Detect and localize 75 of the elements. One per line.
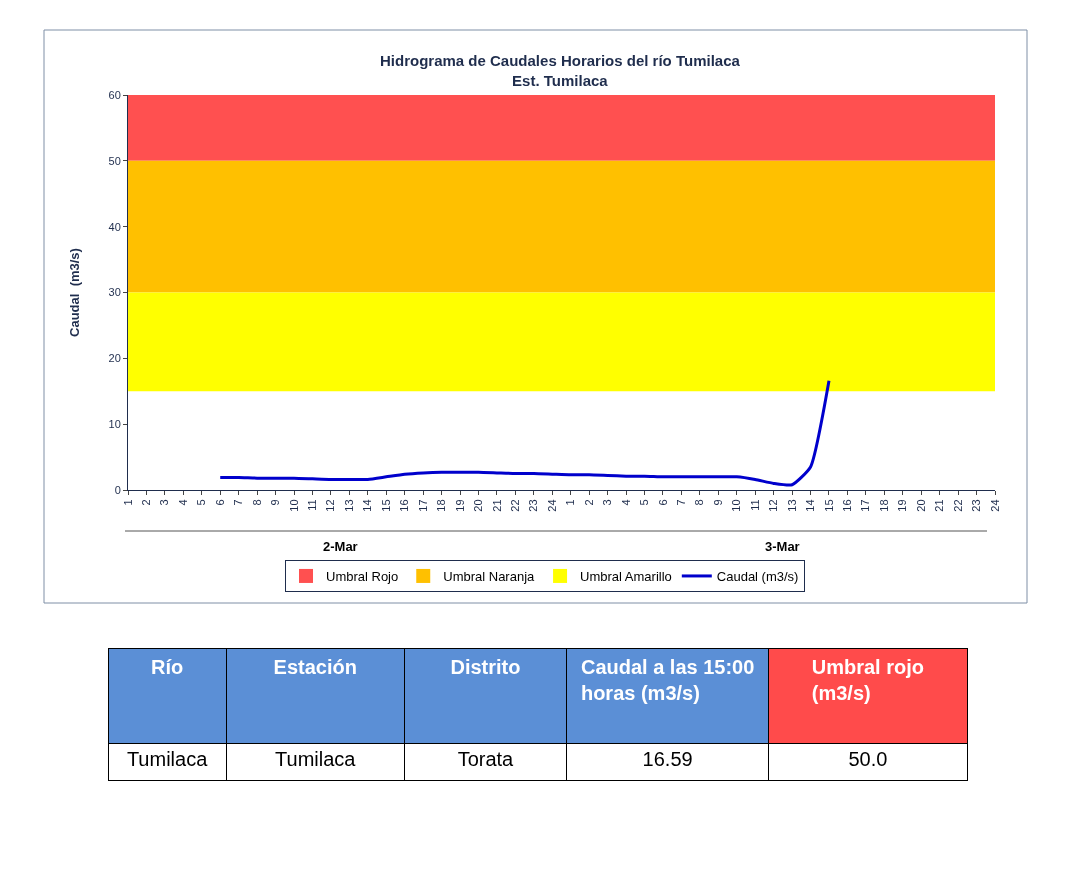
text: Caudal a las 15:00 horas (m3/s) bbox=[580, 656, 755, 704]
text: Umbral rojo (m3/s) bbox=[811, 656, 925, 704]
x-tick-label: 8 bbox=[250, 499, 263, 506]
x-tick-label: 23 bbox=[970, 499, 983, 512]
y-axis-title: Caudal (m3/s) bbox=[67, 248, 83, 337]
x-tick-label: 8 bbox=[693, 499, 706, 506]
x-tick-label: 3 bbox=[158, 499, 171, 506]
x-tick-label: 23 bbox=[527, 499, 540, 512]
x-tick-label: 18 bbox=[877, 499, 890, 512]
x-tick-label: 14 bbox=[804, 499, 817, 512]
text: Río bbox=[150, 656, 184, 678]
x-tick-label: 18 bbox=[435, 499, 448, 512]
chart-subtitle: Est. Tumilaca bbox=[512, 71, 609, 89]
x-tick-label: 16 bbox=[841, 499, 854, 512]
chart-title: Hidrograma de Caudales Horarios del río Tumilaca bbox=[380, 52, 741, 69]
x-tick-label: 19 bbox=[896, 499, 909, 512]
x-tick-label: 15 bbox=[379, 499, 392, 512]
x-tick-label: 9 bbox=[269, 499, 282, 506]
legend-label: Umbral Rojo bbox=[326, 569, 399, 585]
x-tick-label: 21 bbox=[933, 499, 946, 512]
x-tick-label: 20 bbox=[472, 499, 485, 512]
x-tick-label: 17 bbox=[416, 499, 429, 512]
text: Torata bbox=[457, 748, 515, 770]
x-tick-label: 24 bbox=[545, 499, 558, 512]
y-tick-label: 0 bbox=[114, 483, 121, 496]
x-tick-label: 7 bbox=[232, 499, 245, 506]
legend-label: Umbral Naranja bbox=[443, 569, 536, 585]
text: Estación bbox=[273, 656, 357, 678]
x-tick-label: 4 bbox=[619, 499, 632, 506]
x-tick-label: 1 bbox=[121, 499, 134, 506]
x-tick-label: 6 bbox=[656, 499, 669, 506]
x-tick-label: 20 bbox=[914, 499, 927, 512]
text: Tumilaca bbox=[275, 748, 357, 770]
x-tick-label: 21 bbox=[490, 499, 503, 512]
x-tick-label: 1 bbox=[564, 499, 577, 506]
text: 16.59 bbox=[642, 748, 693, 770]
y-tick-label: 20 bbox=[108, 352, 121, 365]
y-tick-label: 40 bbox=[108, 220, 121, 233]
x-tick-label: 12 bbox=[324, 499, 337, 512]
legend-label: Caudal (m3/s) bbox=[716, 569, 799, 585]
x-tick-label: 9 bbox=[711, 499, 724, 506]
x-tick-label: 22 bbox=[951, 499, 964, 512]
text: Distrito bbox=[450, 656, 521, 678]
x-tick-label: 3 bbox=[601, 499, 614, 506]
x-tick-label: 12 bbox=[767, 499, 780, 512]
x-tick-label: 11 bbox=[306, 499, 319, 511]
legend-label: Umbral Amarillo bbox=[580, 569, 672, 585]
x-tick-label: 5 bbox=[195, 499, 208, 506]
y-tick-label: 50 bbox=[108, 154, 121, 167]
x-tick-label: 17 bbox=[859, 499, 872, 512]
x-tick-label: 2 bbox=[582, 499, 595, 506]
line-series bbox=[218, 379, 831, 487]
x-tick-label: 16 bbox=[398, 499, 411, 512]
x-tick-label: 7 bbox=[674, 499, 687, 506]
x-tick-label: 5 bbox=[638, 499, 651, 506]
x-tick-label: 11 bbox=[748, 499, 761, 511]
x-tick-label: 2 bbox=[140, 499, 153, 506]
y-tick-label: 60 bbox=[108, 88, 121, 101]
x-tick-label: 10 bbox=[730, 499, 743, 512]
y-tick-label: 10 bbox=[108, 418, 121, 431]
x-tick-label: 15 bbox=[822, 499, 835, 512]
text: 2-Mar bbox=[323, 539, 358, 554]
x-tick-label: 13 bbox=[342, 499, 355, 512]
x-tick-label: 24 bbox=[988, 499, 1001, 512]
text: Tumilaca bbox=[126, 748, 209, 770]
x-tick-label: 19 bbox=[453, 499, 466, 512]
x-tick-label: 13 bbox=[785, 499, 798, 512]
x-tick-label: 14 bbox=[361, 499, 374, 512]
y-tick-label: 30 bbox=[108, 286, 121, 299]
x-tick-label: 6 bbox=[213, 499, 226, 506]
text: 50.0 bbox=[848, 748, 888, 770]
text: 3-Mar bbox=[765, 539, 800, 554]
x-tick-label: 10 bbox=[287, 499, 300, 512]
x-tick-label: 22 bbox=[508, 499, 521, 512]
x-tick-label: 4 bbox=[176, 499, 189, 506]
